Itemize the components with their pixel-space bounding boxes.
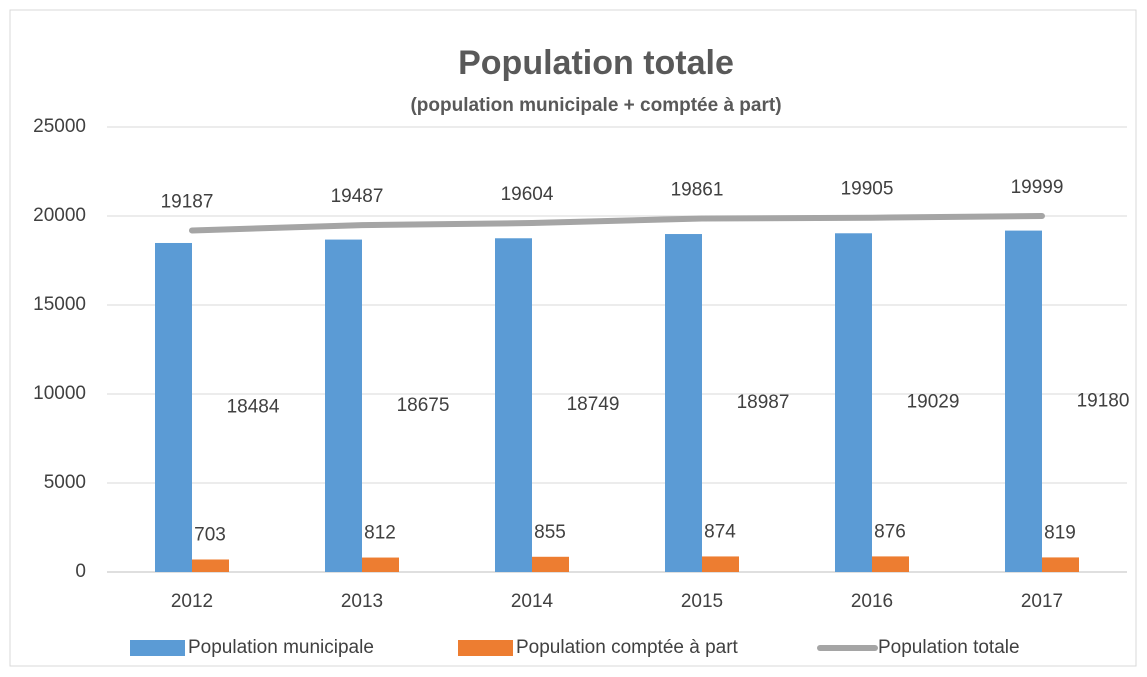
y-tick-label: 10000 bbox=[33, 383, 86, 404]
x-tick-label: 2016 bbox=[851, 591, 893, 612]
bar bbox=[325, 239, 362, 572]
bar bbox=[835, 233, 872, 572]
line-data-label: 19187 bbox=[161, 191, 214, 212]
data-label: 819 bbox=[1044, 522, 1076, 543]
chart-title: Population totale bbox=[458, 44, 734, 82]
bar bbox=[1042, 557, 1079, 572]
bar bbox=[155, 242, 192, 572]
line-data-label: 19487 bbox=[331, 186, 384, 207]
data-label: 18484 bbox=[227, 397, 280, 418]
y-tick-label: 20000 bbox=[33, 205, 86, 226]
line-data-label: 19999 bbox=[1011, 177, 1064, 198]
bar bbox=[495, 238, 532, 572]
data-label: 703 bbox=[194, 525, 226, 546]
x-tick-label: 2017 bbox=[1021, 591, 1063, 612]
x-tick-label: 2012 bbox=[171, 591, 213, 612]
data-label: 18749 bbox=[567, 394, 620, 415]
y-tick-label: 15000 bbox=[33, 294, 86, 315]
data-label: 18987 bbox=[737, 392, 790, 413]
bar bbox=[665, 234, 702, 572]
legend-label: Population totale bbox=[878, 637, 1020, 658]
legend-swatch bbox=[130, 640, 185, 656]
line bbox=[189, 213, 1045, 234]
line-data-label: 19905 bbox=[841, 179, 894, 200]
line-data-label: 19861 bbox=[671, 179, 724, 200]
legend-swatch bbox=[458, 640, 513, 656]
y-tick-label: 5000 bbox=[44, 472, 86, 493]
data-label: 874 bbox=[704, 521, 736, 542]
y-tick-label: 0 bbox=[75, 561, 86, 582]
y-tick-label: 25000 bbox=[33, 116, 86, 137]
bar bbox=[362, 557, 399, 572]
data-label: 812 bbox=[364, 523, 396, 544]
x-tick-label: 2015 bbox=[681, 591, 723, 612]
legend-label: Population comptée à part bbox=[516, 637, 739, 658]
data-label: 19180 bbox=[1077, 390, 1130, 411]
chart-subtitle: (population municipale + comptée à part) bbox=[410, 95, 781, 116]
x-tick-label: 2014 bbox=[511, 591, 554, 612]
data-label: 19029 bbox=[907, 392, 960, 413]
bar bbox=[532, 556, 569, 572]
x-tick-label: 2013 bbox=[341, 591, 383, 612]
data-label: 855 bbox=[534, 522, 566, 543]
bar bbox=[702, 556, 739, 572]
legend-label: Population municipale bbox=[188, 637, 374, 658]
data-label: 18675 bbox=[397, 395, 450, 416]
data-label: 876 bbox=[874, 521, 906, 542]
line-data-label: 19604 bbox=[501, 184, 554, 205]
bar bbox=[1005, 230, 1042, 572]
chart-border bbox=[9, 9, 1137, 667]
bar bbox=[872, 556, 909, 572]
bar bbox=[192, 559, 229, 572]
